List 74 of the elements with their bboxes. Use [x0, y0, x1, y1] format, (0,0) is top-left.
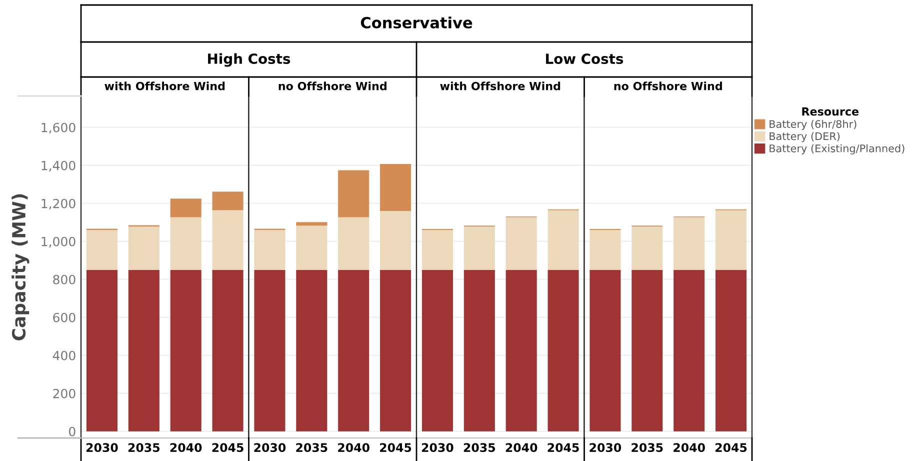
chart-title: with Offshore Wind	[440, 82, 560, 90]
bar	[254, 270, 286, 432]
bar	[170, 270, 202, 432]
bar	[632, 270, 663, 432]
bar	[590, 230, 621, 270]
x-tick-label: 2045	[716, 443, 747, 452]
bar	[674, 270, 705, 432]
x-tick-label: 2040	[338, 443, 370, 452]
x-tick-label: 2030	[422, 443, 454, 452]
bar	[212, 270, 244, 432]
y-tick-label: 800	[53, 274, 76, 284]
bar	[506, 217, 537, 270]
bar	[716, 210, 747, 270]
x-tick-label: 2035	[632, 443, 663, 452]
bar	[632, 226, 663, 270]
bar	[296, 222, 328, 226]
bar	[464, 270, 495, 432]
chart-title: no Offshore Wind	[278, 82, 386, 90]
bar	[590, 270, 621, 432]
chart-subtitle: Low Costs	[546, 54, 624, 64]
bar	[128, 270, 160, 432]
legend-label: Battery (Existing/Planned)	[770, 144, 904, 154]
bar	[212, 210, 244, 270]
bar	[338, 270, 370, 432]
x-tick-label: 2045	[380, 443, 412, 452]
bar	[380, 270, 412, 432]
bar	[86, 270, 118, 432]
chart-subtitle: High Costs	[208, 53, 290, 67]
y-axis-title: Capacity (MW)	[12, 194, 30, 340]
chart-title: no Offshore Wind	[614, 82, 722, 90]
y-tick-label: 200	[53, 388, 76, 398]
bar	[254, 230, 286, 270]
y-tick-label: 1,400	[42, 160, 76, 172]
legend-label: Battery (6hr/8hr)	[770, 120, 856, 130]
bar	[170, 198, 202, 218]
y-tick-label: 1,000	[42, 236, 76, 248]
x-tick-label: 2045	[548, 443, 579, 452]
bar	[128, 226, 160, 270]
y-tick-label: 0	[69, 426, 76, 436]
x-tick-label: 2040	[506, 443, 538, 452]
x-tick-label: 2035	[296, 443, 328, 452]
bar	[548, 270, 579, 432]
bar	[716, 270, 747, 432]
bar	[380, 164, 412, 211]
y-tick-label: 600	[53, 312, 76, 322]
x-tick-label: 2035	[464, 443, 496, 452]
x-tick-label: 2045	[212, 443, 244, 452]
bar	[506, 270, 537, 432]
bar	[548, 210, 579, 270]
y-tick-label: 1,200	[42, 198, 76, 210]
bar	[464, 226, 495, 270]
bar	[338, 170, 370, 218]
chart-title: with Offshore Wind	[104, 82, 225, 90]
legend-title: Resource	[802, 107, 859, 116]
bar	[674, 217, 705, 270]
bar	[170, 217, 202, 270]
text: Conservative	[360, 16, 472, 28]
x-tick-label: 2030	[86, 443, 118, 452]
bar	[296, 226, 328, 270]
x-tick-label: 2040	[170, 443, 202, 452]
x-tick-label: 2030	[254, 443, 286, 452]
bar	[86, 230, 118, 270]
y-tick-label: 400	[52, 350, 76, 360]
bar	[296, 270, 328, 432]
bar	[380, 210, 412, 270]
legend-label: Battery (DER)	[770, 132, 840, 142]
x-tick-label: 2040	[674, 443, 705, 452]
bar	[338, 217, 370, 270]
bar	[422, 270, 453, 432]
bar	[212, 192, 244, 210]
x-tick-label: 2030	[590, 443, 622, 452]
x-tick-label: 2035	[128, 443, 160, 452]
y-tick-label: 1,600	[42, 122, 76, 134]
bar	[422, 230, 453, 270]
